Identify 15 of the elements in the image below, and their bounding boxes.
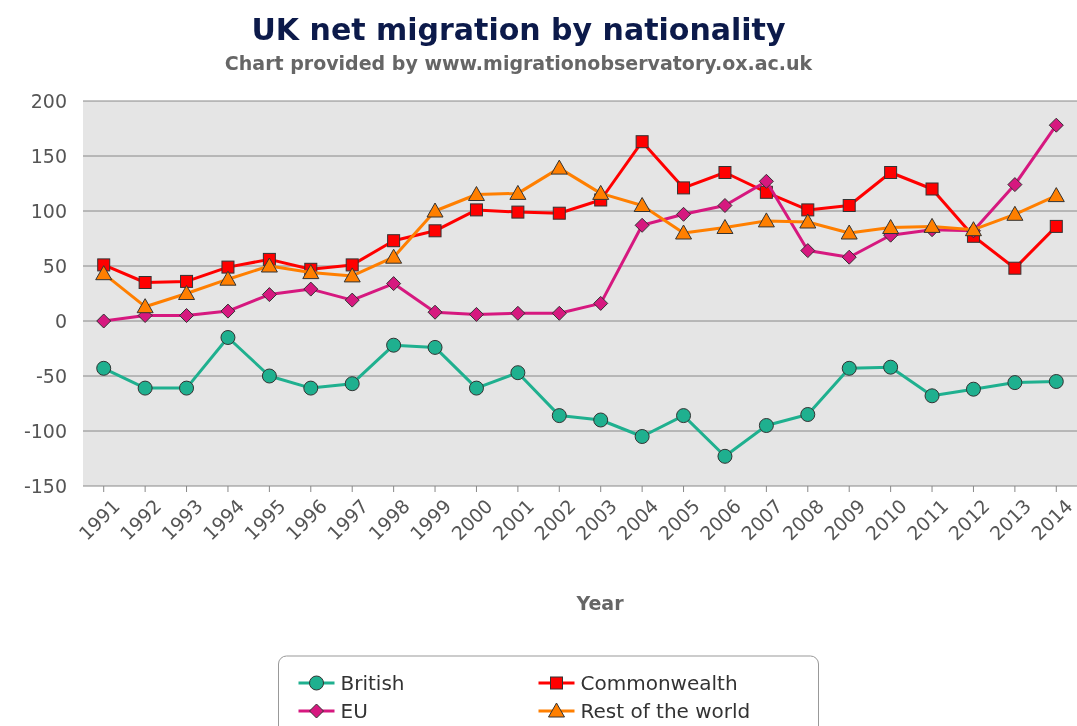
chart-subtitle: Chart provided by www.migrationobservatory.ox.ac.uk xyxy=(224,52,813,74)
y-tick-label: 200 xyxy=(30,89,67,112)
y-tick-label: 150 xyxy=(30,144,67,167)
y-tick-label: -100 xyxy=(23,419,67,442)
y-tick-label: -150 xyxy=(23,474,67,497)
y-tick-label: 50 xyxy=(42,254,67,277)
legend-label: Commonwealth xyxy=(580,671,738,695)
legend-label: EU xyxy=(340,699,368,723)
y-tick-label: -50 xyxy=(35,364,67,387)
legend-label: British xyxy=(340,671,405,695)
chart-title: UK net migration by nationality xyxy=(251,12,786,47)
legend-label: Rest of the world xyxy=(580,699,751,723)
y-tick-label: 0 xyxy=(54,309,67,332)
x-axis-title: Year xyxy=(575,592,625,614)
y-tick-label: 100 xyxy=(30,199,67,222)
